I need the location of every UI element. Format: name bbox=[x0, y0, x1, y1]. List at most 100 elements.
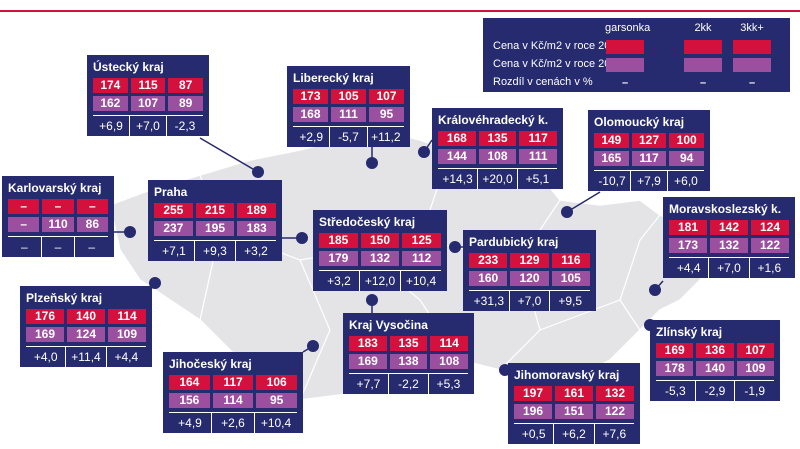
price-cell: 107 bbox=[369, 89, 404, 104]
price-cell: 233 bbox=[469, 253, 508, 268]
region-box: Olomoucký kraj 149 127 100 165 117 94 -10,7 +7,9… bbox=[588, 110, 710, 191]
change-cell: +6,0 bbox=[667, 171, 704, 191]
price-cell: 114 bbox=[430, 336, 469, 351]
change-cell: +3,2 bbox=[327, 274, 351, 288]
price-row: 179 132 112 bbox=[319, 251, 442, 266]
change-cell: +4,0 bbox=[33, 350, 58, 364]
price-cell: 135 bbox=[478, 131, 517, 146]
price-cell: 108 bbox=[430, 354, 469, 369]
region-box: Moravskoslezský k. 181 142 124 173 132 122 +4,4… bbox=[663, 197, 795, 278]
price-cell: 140 bbox=[696, 361, 734, 376]
price-cell: 105 bbox=[551, 271, 590, 286]
price-cell: 178 bbox=[656, 361, 694, 376]
price-row: 149 127 100 bbox=[594, 133, 705, 148]
price-row: 233 129 116 bbox=[469, 253, 590, 268]
price-cell: 237 bbox=[154, 221, 193, 236]
change-row: +7,7 -2,2 +5,3 bbox=[349, 373, 468, 394]
price-cell: 122 bbox=[596, 404, 634, 419]
change-cell: +2,9 bbox=[299, 130, 324, 144]
change-cell: – bbox=[40, 237, 75, 257]
change-cell: +10,4 bbox=[400, 271, 441, 291]
price-cell: 150 bbox=[360, 233, 400, 248]
change-cell: +10,4 bbox=[254, 413, 297, 433]
region-name: Olomoucký kraj bbox=[594, 115, 685, 129]
location-dot bbox=[296, 232, 308, 244]
price-cell: 136 bbox=[696, 343, 734, 358]
location-dot bbox=[124, 226, 136, 238]
legend-label: Rozdíl v cenách v % bbox=[493, 76, 593, 88]
price-cell: 112 bbox=[402, 251, 442, 266]
price-cell: – bbox=[76, 199, 108, 214]
change-row: – – – bbox=[8, 236, 108, 257]
price-row: 162 107 89 bbox=[93, 96, 204, 111]
legend-cell bbox=[606, 40, 644, 54]
change-cell: +12,0 bbox=[359, 271, 400, 291]
price-cell: 107 bbox=[736, 343, 774, 358]
price-cell: 124 bbox=[67, 327, 105, 342]
legend-cell bbox=[606, 58, 644, 72]
price-cell: 95 bbox=[256, 393, 298, 408]
region-name: Karlovarský kraj bbox=[8, 181, 102, 195]
price-cell: 132 bbox=[596, 386, 634, 401]
price-cell: 100 bbox=[669, 133, 705, 148]
price-cell: 189 bbox=[237, 203, 277, 218]
legend-cell: – bbox=[748, 77, 756, 89]
region-name: Jihočeský kraj bbox=[169, 357, 252, 371]
region-name: Jihomoravský kraj bbox=[514, 368, 620, 382]
change-cell: -2,9 bbox=[694, 381, 735, 401]
price-cell: 183 bbox=[349, 336, 387, 351]
region-box: Karlovarský kraj – – – –110 86– – – bbox=[2, 176, 114, 257]
price-row: 173 105 107 bbox=[293, 89, 404, 104]
change-cell: +3,2 bbox=[235, 241, 276, 261]
legend-cell: – bbox=[699, 77, 707, 89]
price-row: 196 151 122 bbox=[514, 404, 634, 419]
change-cell: +7,7 bbox=[356, 377, 381, 391]
price-row: 181 142 124 bbox=[669, 220, 789, 235]
price-cell: 89 bbox=[168, 96, 204, 111]
price-cell: 132 bbox=[360, 251, 400, 266]
price-row: 168 111 95 bbox=[293, 107, 404, 122]
region-box: Praha 255 215 189 237 195 183 +7,1 +9,3 +3,2 bbox=[148, 180, 282, 261]
change-row: +4,4 +7,0 +1,6 bbox=[669, 257, 789, 278]
price-cell: 168 bbox=[438, 131, 476, 146]
change-row: +31,3 +7,0 +9,5 bbox=[469, 290, 590, 311]
region-box: Pardubický kraj 233 129 116 160 120 105 +31,3 +7… bbox=[463, 230, 596, 311]
price-cell: 197 bbox=[514, 386, 552, 401]
price-cell: 160 bbox=[469, 271, 508, 286]
change-cell: +5,3 bbox=[428, 374, 468, 394]
region-box: Jihočeský kraj 164 117 106 156 114 95 +4,9 +2,6 +… bbox=[163, 352, 303, 433]
connector bbox=[566, 191, 601, 213]
price-row: 183 135 114 bbox=[349, 336, 469, 351]
price-cell: 174 bbox=[93, 78, 128, 93]
legend-cell: – bbox=[621, 77, 629, 89]
price-cell: 196 bbox=[514, 404, 552, 419]
change-cell: +11,2 bbox=[366, 127, 404, 147]
change-row: +4,0 +11,4 +4,4 bbox=[26, 346, 146, 367]
change-row: +2,9 -5,7 +11,2 bbox=[293, 126, 404, 147]
price-row: 178 140 109 bbox=[656, 361, 774, 376]
price-row: 164 117 106 bbox=[169, 375, 298, 390]
change-cell: +4,4 bbox=[105, 347, 146, 367]
legend-cell bbox=[733, 40, 771, 54]
region-box: Jihomoravský kraj 197 161 132 196 151 122 +0,5 +… bbox=[508, 363, 640, 444]
price-row: 169 136 107 bbox=[656, 343, 774, 358]
price-cell: 125 bbox=[402, 233, 442, 248]
region-name: Pardubický kraj bbox=[469, 235, 559, 249]
price-row: 255 215 189 bbox=[154, 203, 277, 218]
price-row: 165 117 94 bbox=[594, 151, 705, 166]
price-cell: 142 bbox=[710, 220, 748, 235]
price-cell: – bbox=[8, 217, 40, 232]
price-cell: 185 bbox=[319, 233, 358, 248]
change-cell: +11,4 bbox=[65, 347, 105, 367]
location-dot bbox=[449, 241, 461, 253]
change-cell: +7,9 bbox=[630, 171, 667, 191]
region-box: Ústecký kraj 174 115 87 162 107 89 +6,9 +7,0 -2,3 bbox=[87, 55, 209, 136]
price-row: –110 86 bbox=[8, 217, 108, 232]
change-cell: +20,0 bbox=[477, 169, 517, 189]
price-cell: 117 bbox=[519, 131, 558, 146]
price-cell: 165 bbox=[594, 151, 629, 166]
region-name: Liberecký kraj bbox=[293, 71, 374, 85]
change-row: -5,3 -2,9 -1,9 bbox=[656, 380, 774, 401]
price-cell: 109 bbox=[736, 361, 774, 376]
